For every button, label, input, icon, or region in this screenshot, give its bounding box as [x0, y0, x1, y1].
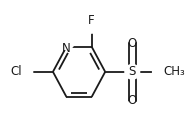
Circle shape [11, 61, 33, 82]
Circle shape [126, 101, 138, 112]
Text: S: S [129, 65, 136, 78]
Text: O: O [128, 94, 137, 107]
Text: O: O [128, 37, 137, 50]
Text: N: N [62, 42, 71, 55]
Circle shape [153, 61, 174, 82]
Circle shape [86, 22, 97, 33]
Text: F: F [88, 14, 95, 27]
Circle shape [126, 31, 138, 43]
Text: CH₃: CH₃ [163, 65, 185, 78]
Text: Cl: Cl [10, 65, 22, 78]
Circle shape [125, 64, 140, 79]
Circle shape [59, 34, 74, 50]
